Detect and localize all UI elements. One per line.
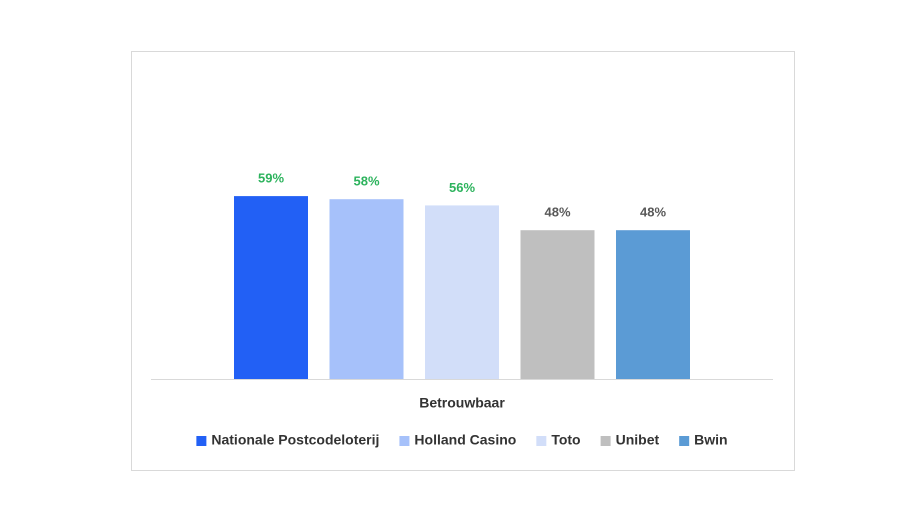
bar [425,205,499,379]
legend-label: Nationale Postcodeloterij [211,432,379,448]
value-label: 56% [449,180,475,195]
legend-label: Unibet [616,432,660,448]
legend-swatch [399,436,410,446]
value-label: 58% [353,174,379,189]
x-category-label: Betrouwbaar [419,395,505,411]
value-label: 48% [544,205,570,220]
bar [616,230,690,379]
legend-label: Bwin [694,432,727,448]
bar [234,196,308,379]
legend-swatch [196,436,207,446]
legend-swatch [600,436,611,446]
legend-label: Holland Casino [414,432,516,448]
bar [329,199,404,379]
legend-swatch [679,436,690,446]
bar [520,230,595,379]
legend-label: Toto [551,432,580,448]
value-label: 48% [640,205,666,220]
value-label: 59% [258,171,284,186]
legend-swatch [536,436,547,446]
